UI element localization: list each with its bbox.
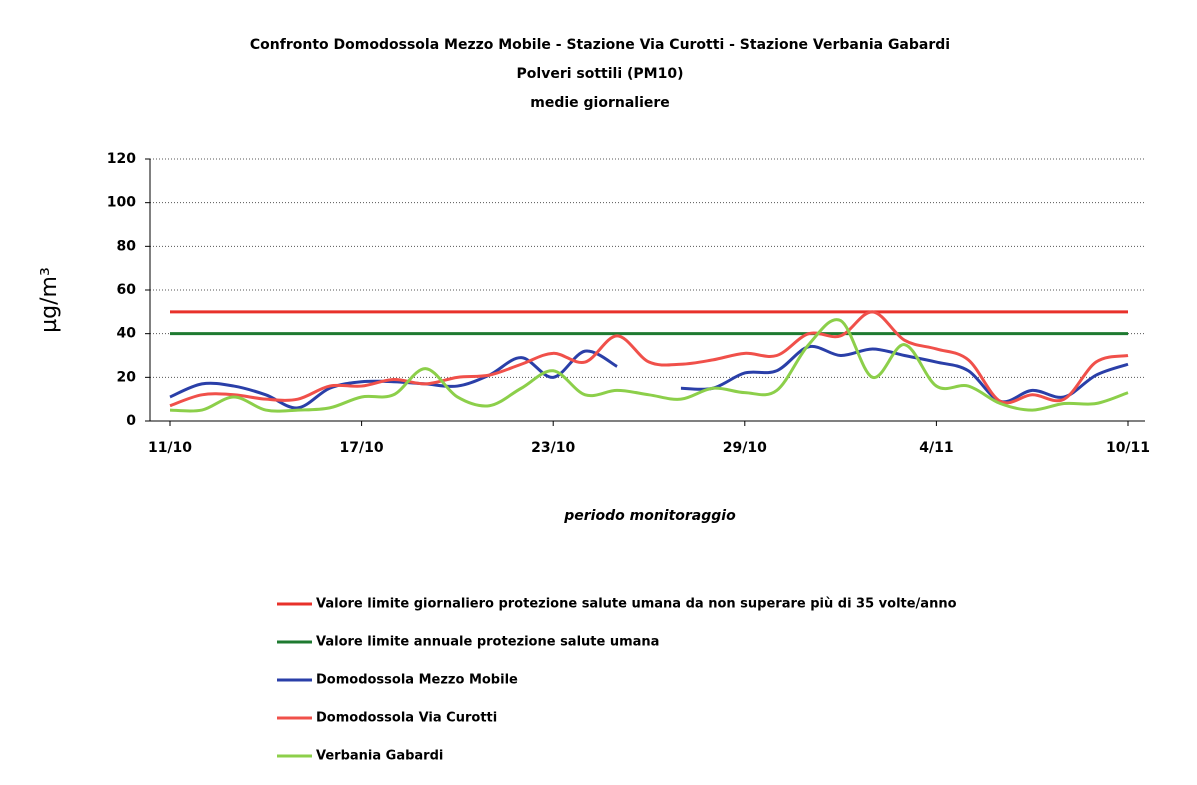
y-tick-label: 0 (126, 413, 136, 429)
chart-title: Confronto Domodossola Mezzo Mobile - Sta… (250, 37, 950, 53)
x-tick-label: 10/11 (1106, 440, 1150, 456)
x-tick-label: 29/10 (723, 440, 767, 456)
legend-label: Valore limite annuale protezione salute … (316, 635, 659, 650)
x-tick-label: 17/10 (340, 440, 384, 456)
x-tick-label: 11/10 (148, 440, 192, 456)
series-line (169, 310, 1129, 408)
y-tick-label: 80 (117, 238, 137, 254)
chart-subtitle: medie giornaliere (530, 95, 670, 111)
legend-label: Domodossola Via Curotti (316, 711, 497, 726)
legend-label: Domodossola Mezzo Mobile (316, 673, 518, 688)
x-tick-label: 23/10 (531, 440, 575, 456)
x-tick-label: 4/11 (919, 440, 953, 456)
x-axis-label: periodo monitoraggio (563, 508, 736, 524)
y-tick-label: 120 (107, 151, 136, 167)
legend-label: Verbania Gabardi (316, 749, 443, 764)
y-tick-label: 20 (117, 369, 137, 385)
series-line (169, 318, 1129, 413)
y-tick-label: 100 (107, 195, 136, 211)
y-tick-label: 60 (117, 282, 137, 298)
chart-subtitle: Polveri sottili (PM10) (517, 66, 684, 82)
y-axis-label: µg/m³ (37, 267, 62, 333)
legend-label: Valore limite giornaliero protezione sal… (316, 597, 957, 612)
y-tick-label: 40 (117, 326, 137, 342)
